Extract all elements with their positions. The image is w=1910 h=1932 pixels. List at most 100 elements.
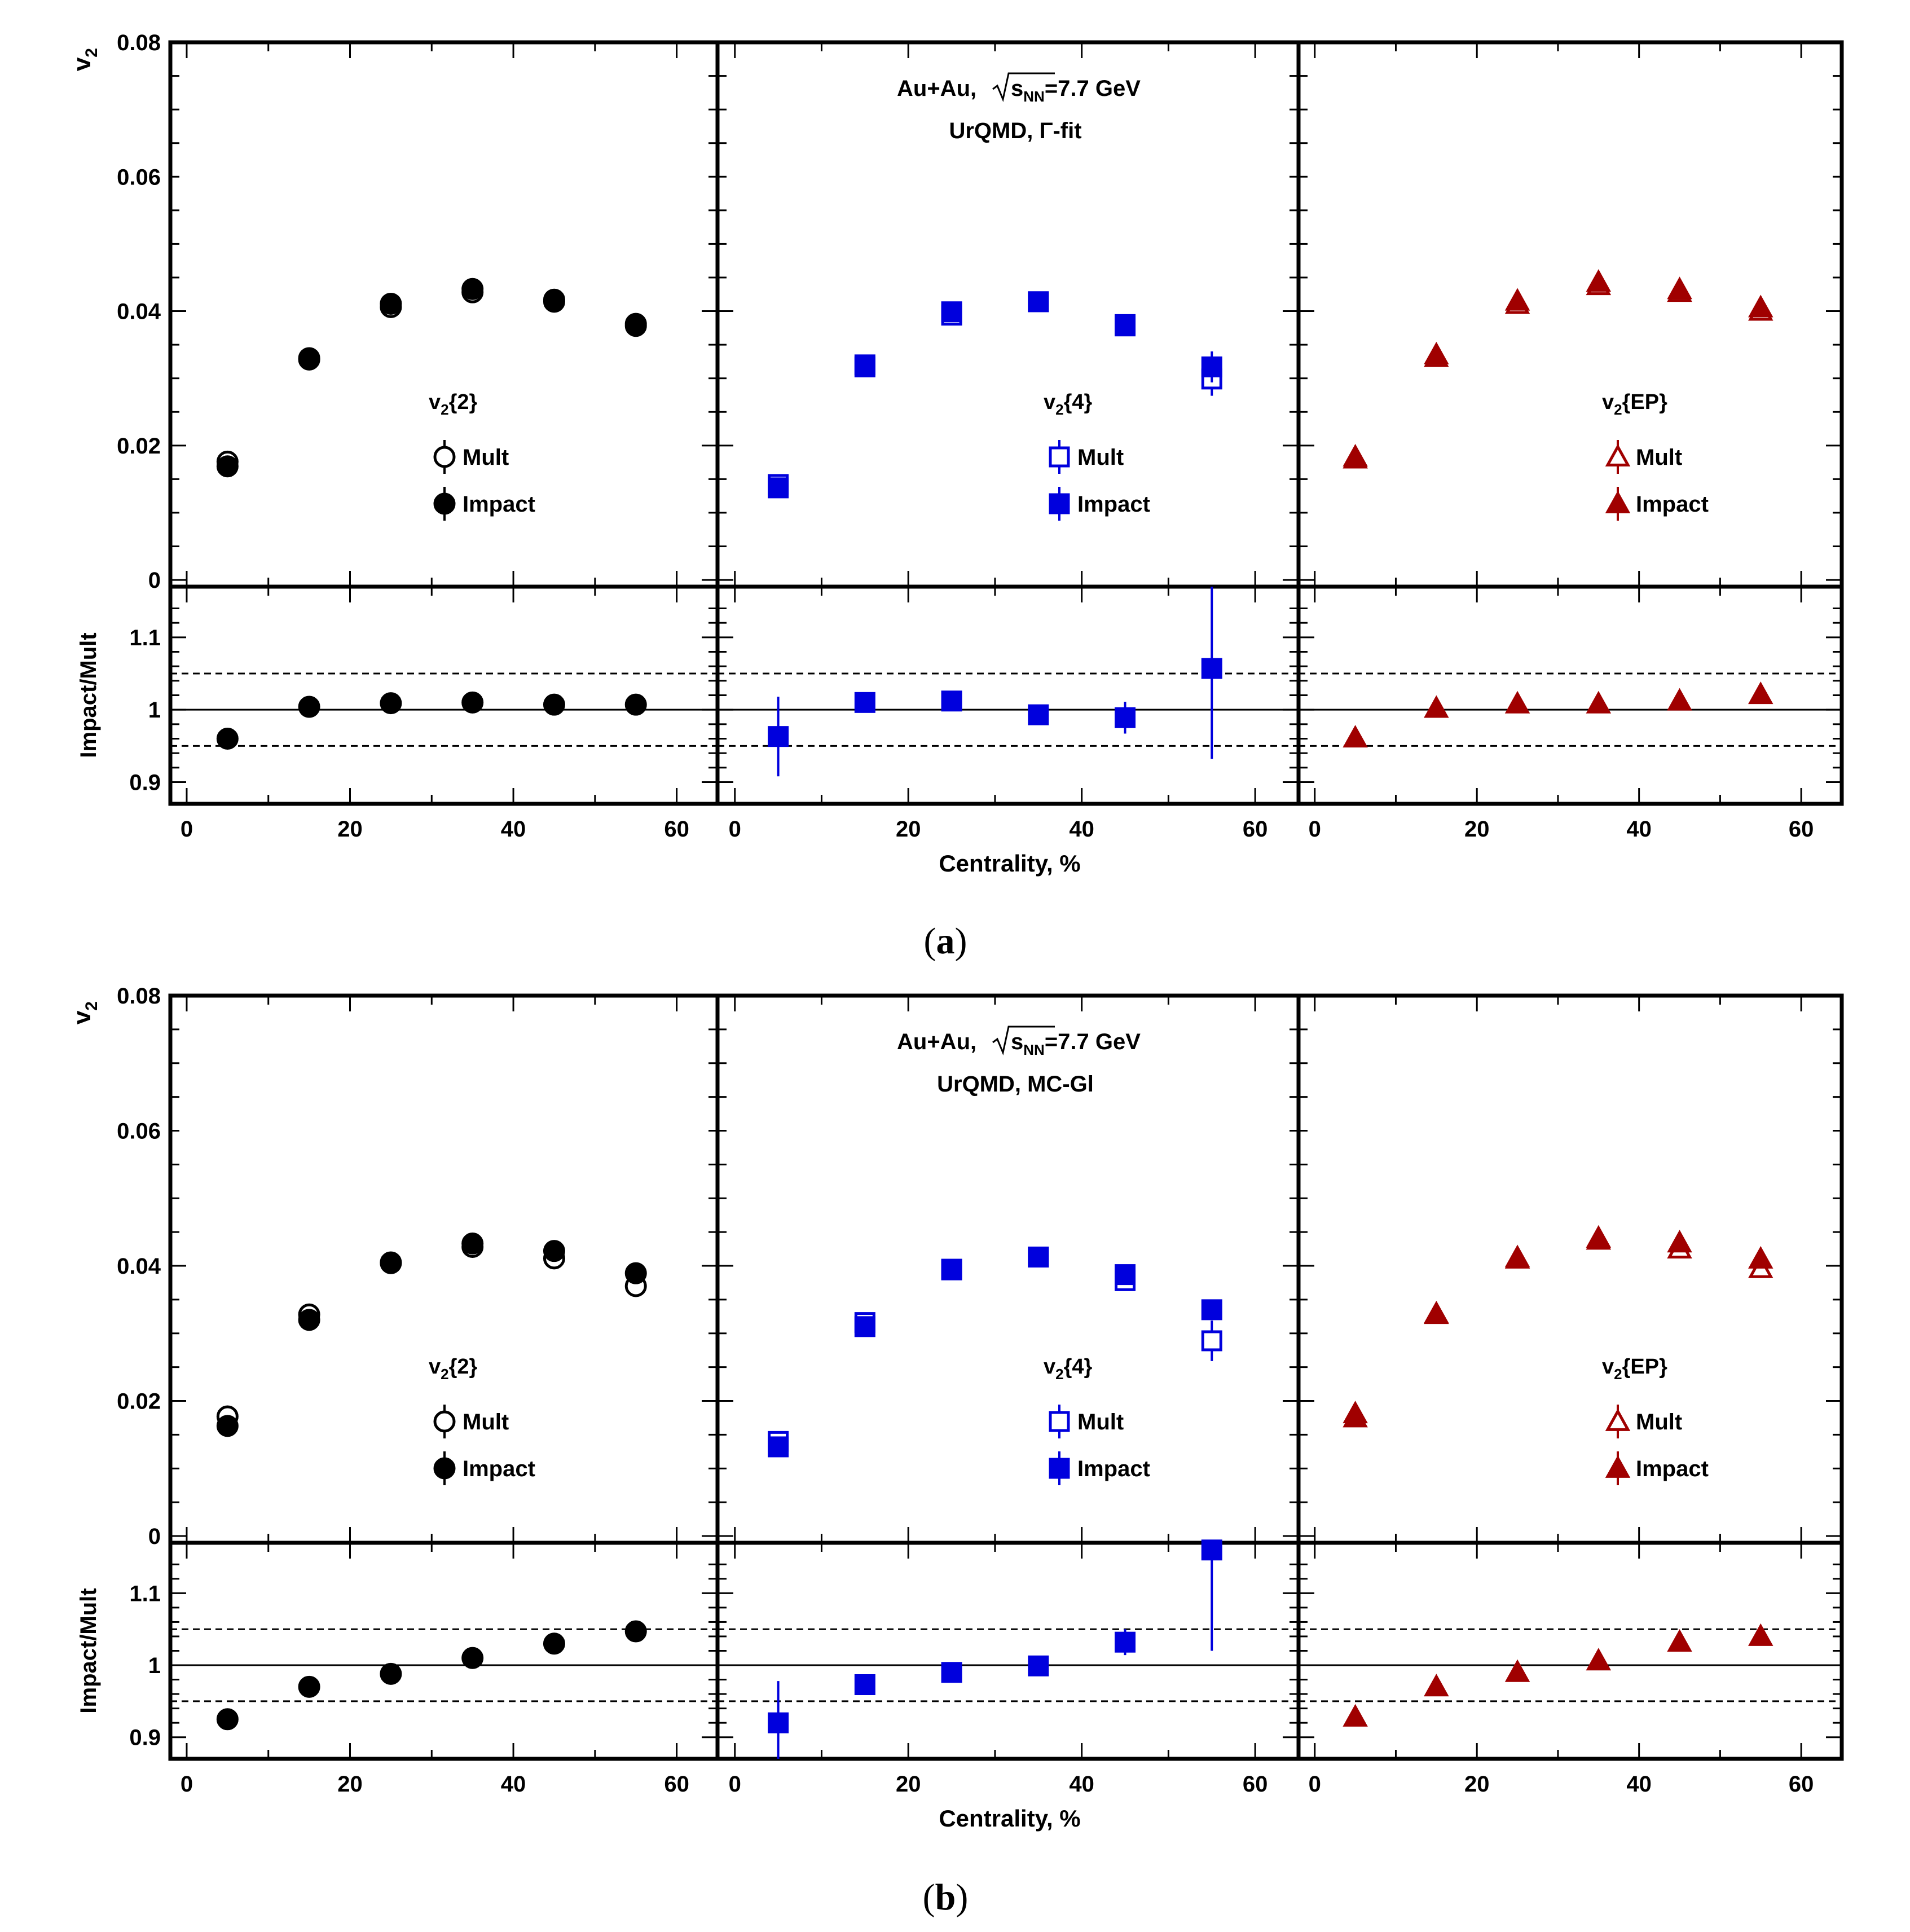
legend-impact-marker [433, 1457, 456, 1480]
caption-letter: b [935, 1877, 956, 1918]
x-tick-label: 0 [729, 817, 741, 842]
legend-title-v: v [1602, 390, 1614, 414]
y-tick-label: 0 [148, 1524, 161, 1549]
impact-point [768, 1436, 789, 1458]
legend-title-sub: 2 [441, 1366, 448, 1383]
ratio-point [768, 1712, 789, 1733]
impact-point [380, 292, 402, 315]
x-tick-label: 20 [337, 817, 363, 842]
legend-mult-marker [1605, 443, 1631, 467]
legend-mult-marker [433, 446, 456, 468]
impact-point [1667, 276, 1692, 300]
y-axis-title-top: v2 [68, 48, 101, 71]
sqrt-sign [992, 1026, 1055, 1055]
caption-close: ) [955, 921, 967, 962]
panel-triangle-a: 0 20 40 60 v2{EP} Mult Impact [1296, 40, 1844, 842]
impact-point [1504, 1244, 1530, 1268]
y-axis-title-ratio: Impact/Mult [76, 1588, 101, 1713]
ratio-point [1343, 1704, 1368, 1727]
x-tick-label: 0 [1309, 817, 1321, 842]
impact-point [298, 1309, 320, 1331]
sqrt-s: s [1011, 1029, 1023, 1054]
ratio-point [1028, 704, 1049, 725]
y-tick-label: 0.04 [117, 1254, 161, 1279]
legend-mult-label: Mult [1077, 445, 1124, 470]
legend-title: v2{EP} [1602, 390, 1667, 418]
ratio-point [298, 1675, 320, 1698]
sqrt-s-sub: NN [1023, 1041, 1045, 1058]
model-fit: MC-Gl [1027, 1072, 1094, 1097]
impact-point [1201, 1299, 1222, 1321]
y-tick-label: 0 [148, 568, 161, 593]
ratio-point [1028, 1655, 1049, 1676]
impact-point [543, 1240, 565, 1262]
legend-title-sub: 2 [1055, 401, 1063, 418]
collision-label: Au+Au, [897, 76, 976, 101]
sqrt-sign [992, 72, 1055, 102]
sqrt-s: s [1011, 76, 1023, 101]
impact-point [1586, 269, 1612, 292]
y-tick-label: 1 [148, 698, 161, 723]
legend-mult-label: Mult [463, 445, 509, 470]
y-tick-label: 1 [148, 1653, 161, 1678]
panel-square-a: 0 20 40 60 v2{4} Mult Impact [715, 40, 1301, 842]
impact-point [1115, 315, 1136, 337]
ratio-point [543, 1632, 565, 1655]
impact-point [1504, 288, 1530, 311]
x-tick-label: 0 [181, 1772, 193, 1797]
x-tick-label: 60 [664, 1772, 689, 1797]
ratio-point [941, 690, 962, 712]
sqrt-s-sub: NN [1023, 88, 1045, 105]
impact-point [543, 288, 565, 311]
y-tick-label: 0.9 [129, 1726, 161, 1750]
energy-label: =7.7 GeV [1045, 76, 1141, 101]
ratio-point [1586, 1648, 1612, 1671]
legend-title-sub: 2 [1055, 1366, 1063, 1383]
ratio-point [216, 1708, 239, 1731]
legend-title-sub: 2 [1614, 1366, 1622, 1383]
impact-point [624, 1262, 647, 1284]
y-title-v: v [68, 57, 96, 71]
x-axis-title: Centrality, % [939, 850, 1080, 877]
legend-impact-marker [433, 492, 456, 515]
ratio-point [298, 696, 320, 718]
caption-open: ( [924, 921, 936, 962]
ratio-point [941, 1662, 962, 1683]
x-axis-title: Centrality, % [939, 1805, 1080, 1832]
ratio-pad-frame [1296, 1541, 1844, 1761]
impact-point [380, 1251, 402, 1274]
y-tick-label: 0.04 [117, 300, 161, 324]
figure-caption: (a) [924, 921, 967, 962]
x-tick-label: 20 [1464, 1772, 1490, 1797]
ratio-point [1115, 1631, 1136, 1653]
panel-circle-b: 0 20 40 60 v2{2} Mult Impact [168, 993, 720, 1797]
impact-point [1343, 1405, 1368, 1428]
y-tick-label: 0.06 [117, 1119, 161, 1144]
collision-system: Au+Au, [897, 1029, 976, 1054]
legend-impact-marker [1049, 1458, 1070, 1479]
model-fit: Γ-fit [1039, 118, 1081, 143]
ratio-point [1748, 1623, 1773, 1646]
impact-point [1028, 1246, 1049, 1268]
impact-point [941, 1258, 962, 1280]
legend-mult-label: Mult [1636, 1410, 1682, 1434]
mult-point [1201, 1330, 1222, 1352]
legend-title: v2{2} [429, 390, 478, 418]
collision-label: Au+Au, [897, 1029, 976, 1054]
impact-point [461, 1232, 484, 1255]
ratio-point [624, 693, 647, 716]
caption-open: ( [923, 1877, 935, 1918]
x-tick-label: 60 [664, 817, 689, 842]
legend-title-sub: 2 [441, 401, 448, 418]
impact-point [216, 455, 239, 478]
impact-point [854, 1316, 875, 1337]
y-title-sub: 2 [82, 1001, 101, 1011]
impact-point [941, 301, 962, 323]
energy-label: =7.7 GeV [1045, 1029, 1141, 1054]
legend-title-rest: {2} [449, 390, 478, 414]
legend-title-v: v [429, 1355, 441, 1379]
x-tick-label: 40 [1069, 817, 1094, 842]
ratio-point [1343, 725, 1368, 748]
impact-point [1028, 291, 1049, 313]
panel-circle-a: 0 20 40 60 v2{2} Mult Impact [168, 40, 720, 842]
